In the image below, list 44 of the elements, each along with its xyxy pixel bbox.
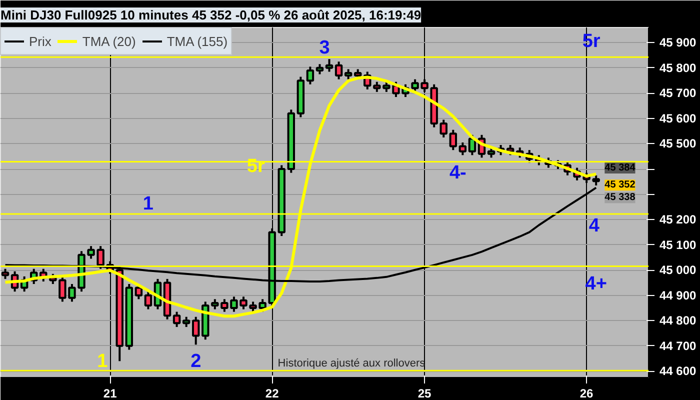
annotation: 1: [97, 350, 108, 372]
candlestick: [325, 58, 334, 73]
y-tick-label: 45 800: [660, 60, 697, 75]
candlestick: [458, 141, 467, 156]
y-tick-label: 44 900: [660, 288, 697, 302]
candlestick: [487, 146, 496, 159]
y-tick-label: 45 100: [660, 238, 697, 252]
y-tick-label: 45 900: [660, 36, 697, 50]
candlestick: [182, 316, 190, 328]
candlestick: [144, 290, 152, 310]
candlestick: [1, 268, 10, 280]
y-tick-label: 45 500: [660, 136, 697, 151]
y-tick-label: 45 700: [660, 86, 697, 100]
candlestick: [172, 310, 181, 328]
candlestick: [316, 63, 324, 76]
annotation: 4-: [449, 162, 466, 184]
candlestick: [449, 128, 458, 152]
legend-label: Prix: [29, 34, 52, 48]
annotation: 1: [142, 193, 154, 214]
y-tick-label: 45 200: [660, 212, 697, 227]
text: 45 384: [604, 162, 636, 174]
candlestick: [344, 68, 352, 80]
text: 45 338: [604, 192, 636, 204]
candlestick: [192, 316, 200, 346]
y-tick-label: 45 600: [660, 111, 697, 126]
candlestick: [306, 66, 314, 86]
annotation: 5r: [582, 30, 601, 52]
y-tick-label: 44 700: [660, 338, 697, 353]
x-tick-label: 21: [103, 386, 118, 400]
x-tick-label: 22: [265, 386, 280, 400]
annotation: 4: [588, 216, 600, 237]
candlestick: [334, 60, 343, 80]
y-tick-label: 45 000: [660, 263, 697, 278]
x-tick-label: 26: [580, 386, 594, 400]
legend-label: TMA (155): [166, 34, 228, 48]
candlestick: [440, 118, 448, 138]
y-tick-label: 44 600: [660, 364, 697, 378]
annotation: 3: [319, 37, 330, 58]
x-tick-label: 25: [418, 386, 432, 400]
annotation: 2: [190, 350, 202, 372]
y-tick-label: 44 800: [660, 314, 697, 328]
text: 45 352: [604, 180, 636, 191]
chart-title: Mini DJ30 Full0925 10 minutes 45 352 -0,05 % 26 août 2025, 16:19:49: [0, 8, 422, 22]
legend-label: TMA (20): [82, 34, 136, 48]
